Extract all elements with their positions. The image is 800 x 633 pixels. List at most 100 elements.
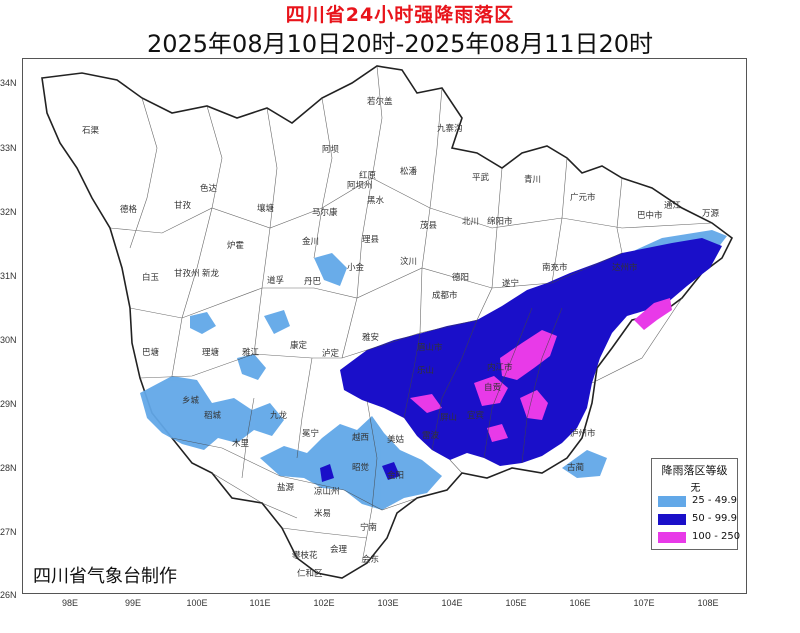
place-label: 雷波 [422,430,440,441]
place-label: 屏山 [440,412,457,423]
place-label: 宜宾 [467,410,484,421]
place-label: 内江市 [487,362,513,373]
lon-tick-label: 99E [124,598,141,608]
place-label: 通江 [664,200,682,211]
place-label: 炉霍 [227,240,244,251]
lat-tick-label: 27N [0,527,17,537]
place-label: 小金 [347,262,365,273]
place-label: 黑水 [367,195,385,206]
place-label: 白玉 [142,272,160,283]
place-label: 会东 [362,554,379,565]
place-label: 乡城 [182,396,200,406]
lon-tick-label: 98E [61,598,78,608]
producer-credit: 四川省气象台制作 [33,566,177,587]
legend-label: 50 - 99.9 [692,513,737,524]
place-label: 金阳 [387,470,404,481]
place-label: 阿坝 [322,145,340,155]
lon-tick-label: 106E [569,598,591,608]
place-label: 昭觉 [352,462,370,473]
place-label: 松潘 [400,166,418,177]
lon-tick-label: 100E [186,598,208,608]
map-title: 四川省24小时强降雨落区 [285,4,515,26]
place-label: 泸定 [322,348,340,359]
place-label: 北川 [462,217,479,227]
place-label: 盐源 [277,482,295,493]
place-label: 茂县 [420,220,438,231]
legend-swatch [658,514,686,525]
place-label: 自贡 [484,382,501,393]
place-label: 甘孜州 [174,268,200,279]
place-label: 南充市 [542,262,568,273]
lat-tick-label: 30N [0,335,17,345]
lat-tick-label: 33N [0,143,17,153]
place-label: 石渠 [82,125,100,136]
legend-item-100-250: 100 - 250 [658,531,740,544]
place-label: 九寨沟 [437,123,463,134]
lat-tick-label: 32N [0,207,17,217]
place-label: 广元市 [570,192,596,203]
legend-swatch [658,532,686,543]
place-label: 宁南 [360,522,377,533]
lon-tick-label: 102E [313,598,335,608]
county-boundaries [109,65,713,564]
lat-tick-label: 28N [0,463,17,473]
place-label: 乐山 [417,365,434,376]
place-label: 德格 [120,204,138,215]
rain-zone-25-49 [140,230,727,510]
lon-tick-label: 108E [697,598,719,608]
legend-label: 100 - 250 [692,531,741,542]
place-label: 若尔盖 [367,96,393,107]
place-label: 青川 [524,174,541,185]
place-label: 泸州市 [570,428,596,439]
lon-tick-label: 107E [633,598,655,608]
place-label: 雅江 [242,347,260,358]
place-label: 马尔康 [312,207,338,218]
place-label: 九龙 [270,410,288,421]
lon-tick-label: 101E [249,598,271,608]
lat-tick-label: 26N [0,590,17,600]
legend: 降雨落区等级 无 25 - 49.9 50 - 99.9 100 - 250 [651,458,740,550]
place-label: 德阳 [452,272,469,283]
lon-tick-label: 104E [441,598,463,608]
place-label: 眉山市 [417,342,443,353]
place-label: 平武 [472,172,490,183]
place-label: 万源 [702,209,720,219]
place-label: 绵阳市 [487,216,513,227]
rainfall-map: 若尔盖 九寨沟 石渠 阿坝 红原 松潘 平武 青川 色达 阿坝州 德格 甘孜 炉… [41,65,734,579]
place-label: 成都市 [432,290,458,301]
place-label: 木里 [232,438,250,449]
place-label: 金川 [302,236,319,247]
rain-zone-100-250 [410,298,672,442]
lat-tick-label: 34N [0,78,17,88]
place-label: 康定 [290,340,308,351]
place-label: 冕宁 [302,428,319,439]
place-label: 色达 [200,183,218,194]
place-label: 新龙 [202,268,220,279]
place-label: 壤塘 [257,203,275,214]
place-label: 会理 [330,544,348,555]
place-label: 汶川 [400,256,417,267]
place-label: 攀枝花 [292,550,318,561]
place-label: 稻城 [204,410,222,421]
legend-swatch [658,496,686,507]
lat-tick-label: 31N [0,271,17,281]
legend-label: 无 [690,483,701,494]
place-label: 凉山州 [314,486,340,497]
place-label: 巴塘 [142,347,160,358]
legend-label: 25 - 49.9 [692,495,737,506]
legend-title: 降雨落区等级 [661,464,728,477]
place-label: 红原 [359,170,376,181]
place-label: 理县 [362,235,380,245]
place-label: 阿坝州 [347,181,373,191]
legend-item-25-49: 25 - 49.9 [658,495,737,508]
place-label: 古蔺 [567,462,585,473]
place-label: 仁和区 [297,568,323,579]
place-label: 越西 [352,432,369,443]
legend-item-50-99: 50 - 99.9 [658,513,737,526]
place-label: 理塘 [202,347,220,358]
place-label: 丹巴 [304,277,322,287]
place-label: 美姑 [387,434,405,445]
place-labels: 若尔盖 九寨沟 石渠 阿坝 红原 松潘 平武 青川 色达 阿坝州 德格 甘孜 炉… [82,96,720,579]
place-label: 道孚 [267,275,285,286]
place-label: 达州市 [612,262,638,273]
